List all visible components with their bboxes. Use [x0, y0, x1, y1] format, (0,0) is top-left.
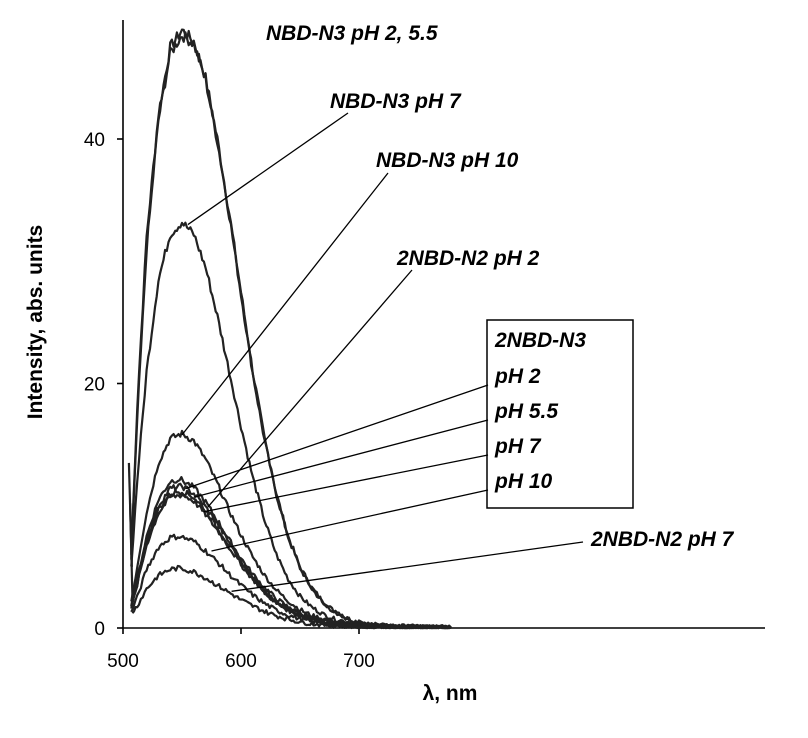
annotation-label: 2NBD-N2 pH 7: [590, 528, 735, 551]
spectrum-line: [130, 482, 452, 630]
spectra-curves: [127, 28, 452, 630]
annotation-leader: [211, 489, 489, 552]
annotation-leaders: [181, 112, 584, 592]
annotation-label: pH 5.5: [494, 400, 558, 423]
annotation-label: NBD-N3 pH 10: [376, 149, 519, 172]
annotation-label: 2NBD-N3: [494, 329, 586, 352]
y-tick-label: 0: [94, 619, 105, 640]
annotations: NBD-N3 pH 2, 5.5 NBD-N3 pH 7 NBD-N3 pH 10 2…: [266, 22, 735, 551]
spectrum-line: [130, 429, 452, 630]
annotation-leader: [203, 454, 489, 513]
spectrum-line: [131, 564, 452, 630]
annotation-leader: [181, 172, 389, 436]
annotation-box: [486, 319, 634, 509]
annotation-label: pH 10: [494, 470, 553, 493]
annotation-label: pH 7: [494, 435, 542, 458]
y-tick-label: 20: [84, 375, 105, 396]
annotation-label: NBD-N3 pH 7: [330, 90, 462, 113]
y-tick-label: 40: [84, 130, 105, 151]
annotation-label: NBD-N3 pH 2, 5.5: [266, 22, 438, 45]
spike-line: [128, 503, 134, 598]
y-axis-label: Intensity, abs. units: [24, 225, 47, 419]
x-axis-label: λ, nm: [423, 682, 478, 705]
annotation-label: 2NBD-N2 pH 2: [396, 247, 540, 270]
x-tick-label: 500: [107, 651, 139, 672]
annotation-leader: [185, 384, 489, 490]
annotation-label: pH 2: [494, 365, 541, 388]
annotation-leader: [193, 419, 489, 498]
tick-labels: 0 20 40 500 600 700: [84, 130, 375, 672]
x-tick-label: 600: [225, 651, 257, 672]
annotation-leader: [207, 269, 413, 508]
x-tick-label: 700: [343, 651, 375, 672]
annotation-leader: [187, 112, 349, 226]
annotation-leader: [231, 541, 584, 592]
